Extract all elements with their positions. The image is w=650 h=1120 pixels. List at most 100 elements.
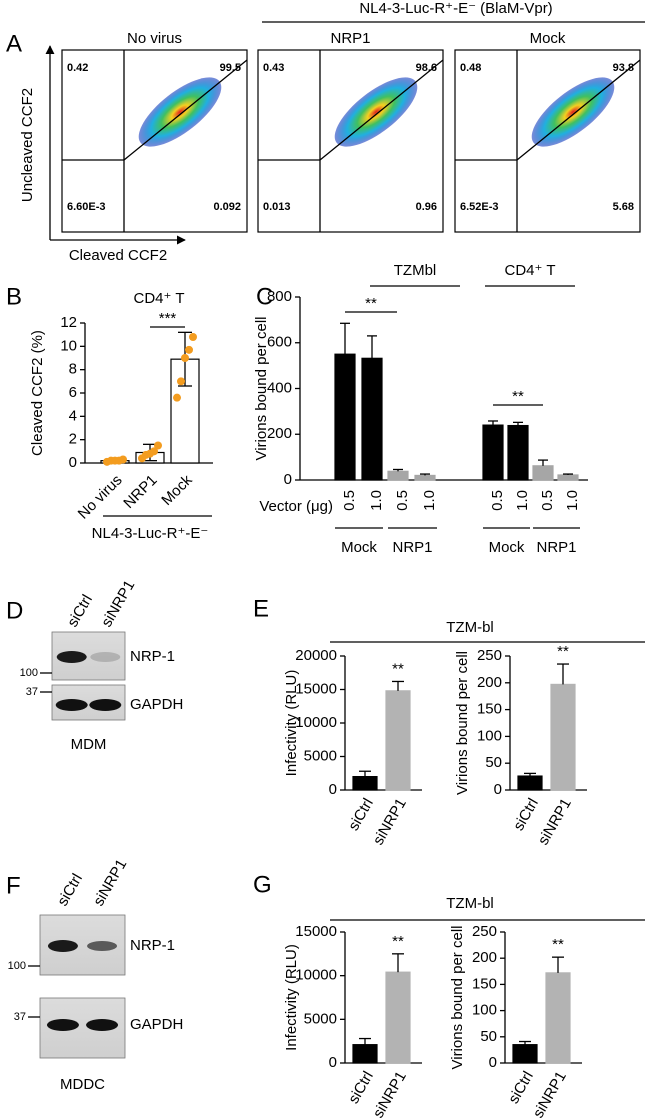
cell-label: MDM	[71, 736, 107, 753]
y-tick-label: 150	[472, 975, 497, 992]
quadrant-value: 6.60E-3	[67, 201, 106, 213]
subgroup-label: NRP1	[392, 539, 432, 556]
chart-title: CD4⁺ T	[134, 290, 185, 307]
data-point	[119, 455, 127, 464]
y-axis-label: Uncleaved CCF2	[19, 88, 36, 202]
group-label: NL4-3-Luc-R⁺-E⁻	[92, 525, 209, 542]
size-marker: 37	[26, 686, 38, 698]
y-tick-label: 50	[480, 1028, 497, 1045]
quadrant-value: 0.48	[460, 62, 481, 74]
y-tick-label: 8	[69, 361, 77, 378]
x-tick-label: 1.0	[514, 490, 531, 511]
y-tick-label: 0	[69, 454, 77, 471]
y-tick-label: 0	[494, 781, 502, 798]
bar	[414, 474, 436, 481]
panel-letter: G	[253, 871, 272, 898]
data-point	[150, 447, 158, 456]
significance: ***	[159, 310, 177, 327]
panel-letter: A	[6, 30, 22, 57]
x-tick-label: 0.5	[394, 490, 411, 511]
significance: **	[365, 295, 377, 312]
y-axis-label: Virions bound per cell	[253, 317, 270, 461]
cell-scatter	[531, 77, 615, 147]
plot-title: No virus	[127, 30, 182, 47]
quadrant-value: 0.092	[213, 201, 241, 213]
y-axis-label: Infectivity (RLU)	[283, 944, 300, 1051]
y-tick-label: 12	[60, 314, 77, 331]
group-title: TZMbl	[394, 262, 437, 279]
y-tick-label: 800	[267, 288, 292, 305]
panel-letter: B	[6, 283, 22, 310]
bar	[512, 1044, 538, 1064]
y-tick-label: 100	[477, 727, 502, 744]
x-tick-label: siCtrl	[345, 1068, 377, 1106]
subgroup-label: NRP1	[536, 539, 576, 556]
quadrant-value: 0.013	[263, 201, 291, 213]
x-tick-label: NRP1	[120, 472, 160, 512]
significance: **	[512, 388, 524, 405]
band	[90, 652, 121, 662]
band	[56, 651, 87, 663]
significance: **	[552, 936, 564, 953]
panel-letter: C	[256, 283, 273, 310]
y-axis-label: Virions bound per cell	[449, 926, 466, 1070]
gate-line	[516, 59, 641, 161]
bar	[334, 353, 356, 481]
quadrant-value: 93.8	[613, 62, 634, 74]
panel-letter: D	[6, 597, 23, 624]
subgroup-label: Mock	[341, 539, 377, 556]
panel-letter: F	[6, 872, 21, 899]
band	[47, 940, 78, 952]
x-tick-label: No virus	[75, 472, 126, 523]
panel-header: NL4-3-Luc-R⁺-E⁻ (BlaM-Vpr)	[359, 0, 552, 17]
bar	[482, 424, 504, 481]
y-tick-label: 0	[284, 471, 292, 488]
size-marker: 37	[14, 1011, 26, 1023]
lane-label: siNRP1	[90, 856, 130, 909]
plot-title: NRP1	[330, 30, 370, 47]
y-tick-label: 100	[472, 1002, 497, 1019]
y-tick-label: 6	[69, 384, 77, 401]
data-point	[173, 393, 181, 402]
x-tick-label: siNRP1	[530, 1068, 570, 1120]
cell-scatter	[138, 77, 222, 147]
bar	[507, 424, 529, 481]
panel-title: TZM-bl	[446, 895, 494, 912]
band-label: GAPDH	[130, 696, 183, 713]
x-tick-label: siCtrl	[505, 1068, 537, 1106]
size-marker: 100	[8, 960, 26, 972]
bar	[557, 474, 579, 481]
x-tick-label: 0.5	[539, 490, 556, 511]
data-point	[189, 333, 197, 341]
bar	[352, 1044, 378, 1064]
plot-title: Mock	[530, 30, 566, 47]
significance: **	[392, 660, 404, 677]
cell-label: MDDC	[60, 1076, 105, 1093]
band-label: NRP-1	[130, 648, 175, 665]
band	[55, 699, 88, 711]
y-tick-label: 4	[69, 407, 77, 424]
gate-line	[319, 59, 444, 161]
lane-label: siCtrl	[64, 592, 96, 630]
subgroup-label: Mock	[489, 539, 525, 556]
x-tick-label: 0.5	[489, 490, 506, 511]
x-tick-label: 1.0	[421, 490, 438, 511]
bar	[352, 775, 378, 791]
quadrant-value: 99.5	[220, 62, 241, 74]
y-tick-label: 0	[489, 1054, 497, 1071]
y-tick-label: 10000	[295, 714, 337, 731]
x-tick-label: siCtrl	[345, 795, 377, 833]
bar	[517, 775, 543, 791]
band	[86, 1019, 119, 1031]
y-tick-label: 15000	[295, 680, 337, 697]
y-tick-label: 250	[472, 923, 497, 940]
band-label: GAPDH	[130, 1016, 183, 1033]
y-tick-label: 10000	[295, 967, 337, 984]
lane-label: siCtrl	[54, 871, 86, 909]
x-tick-label: siCtrl	[510, 795, 542, 833]
group-title: CD4⁺ T	[505, 262, 556, 279]
quadrant-value: 0.96	[416, 201, 437, 213]
x-tick-label: siNRP1	[370, 1068, 410, 1120]
